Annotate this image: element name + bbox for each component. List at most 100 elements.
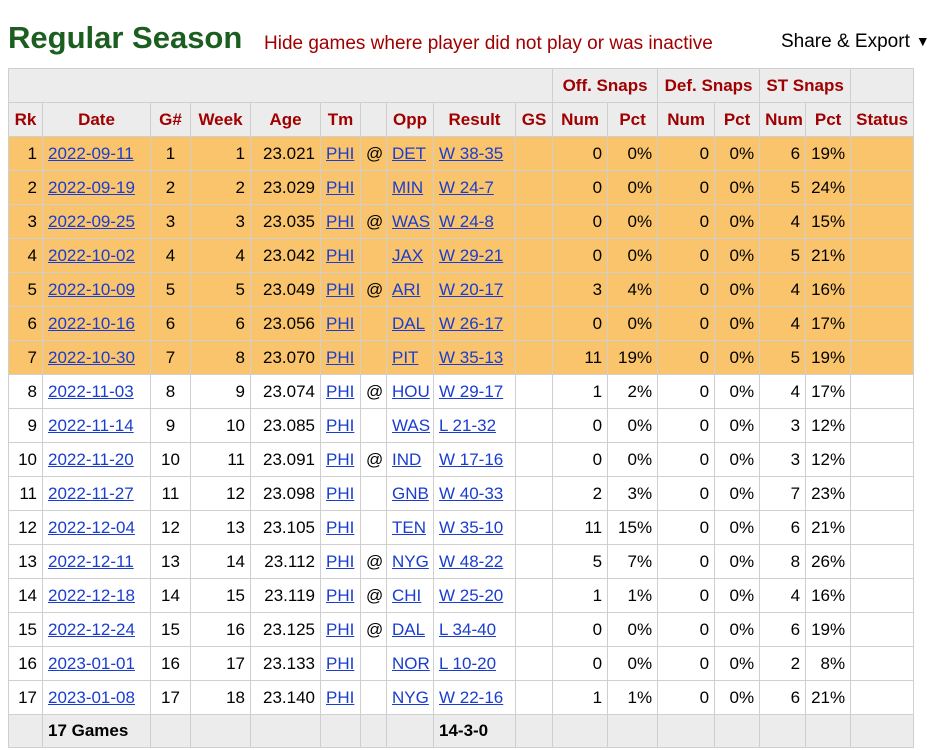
result-link[interactable]: W 24-8 [439, 211, 494, 231]
opp-link[interactable]: ARI [392, 279, 421, 299]
col-header-gs[interactable]: GS [514, 102, 554, 137]
result-link[interactable]: W 35-10 [439, 517, 504, 537]
tm-link[interactable]: PHI [326, 585, 355, 605]
col-header-week[interactable]: Week [190, 102, 251, 137]
opp-link[interactable]: WAS [392, 211, 431, 231]
hide-inactive-toggle[interactable]: Hide games where player did not play or … [264, 33, 713, 54]
opp-link[interactable]: HOU [392, 381, 430, 401]
tm-link[interactable]: PHI [326, 687, 355, 707]
cell-week: 16 [190, 612, 251, 647]
share-export-label: Share & Export [781, 31, 910, 52]
cell-at: @ [360, 442, 387, 477]
col-header-st-num[interactable]: Num [759, 102, 807, 137]
tm-link[interactable]: PHI [326, 245, 355, 265]
date-link[interactable]: 2022-09-25 [48, 211, 135, 231]
col-header-opp[interactable]: Opp [386, 102, 434, 137]
col-header-rk[interactable]: Rk [8, 102, 43, 137]
result-link[interactable]: W 48-22 [439, 551, 504, 571]
date-link[interactable]: 2022-11-27 [48, 483, 134, 503]
date-link[interactable]: 2022-12-24 [48, 619, 135, 639]
date-link[interactable]: 2022-12-04 [48, 517, 135, 537]
result-link[interactable]: W 20-17 [439, 279, 504, 299]
date-link[interactable]: 2022-10-30 [48, 347, 135, 367]
cell-at: @ [360, 136, 387, 171]
col-header-date[interactable]: Date [42, 102, 151, 137]
result-link[interactable]: W 29-17 [439, 381, 504, 401]
tm-link[interactable]: PHI [326, 483, 355, 503]
opp-link[interactable]: PIT [392, 347, 419, 367]
cell-st-pct: 12% [805, 408, 852, 443]
date-link[interactable]: 2022-09-19 [48, 177, 135, 197]
cell-age: 23.112 [250, 544, 321, 579]
col-header-def-pct[interactable]: Pct [714, 102, 761, 137]
tm-link[interactable]: PHI [326, 381, 355, 401]
opp-link[interactable]: CHI [392, 585, 422, 605]
result-link[interactable]: L 34-40 [439, 619, 497, 639]
opp-link[interactable]: IND [392, 449, 422, 469]
tm-link[interactable]: PHI [326, 551, 355, 571]
opp-link[interactable]: GNB [392, 483, 429, 503]
date-link[interactable]: 2022-12-18 [48, 585, 135, 605]
result-link[interactable]: W 17-16 [439, 449, 504, 469]
col-header-off-pct[interactable]: Pct [607, 102, 659, 137]
cell-g: 3 [150, 204, 191, 239]
date-link[interactable]: 2022-10-09 [48, 279, 135, 299]
tm-link[interactable]: PHI [326, 177, 355, 197]
date-link[interactable]: 2023-01-08 [48, 687, 135, 707]
share-export-menu[interactable]: Share & Export ▼ [781, 31, 930, 53]
tm-link[interactable]: PHI [326, 517, 355, 537]
col-header-age[interactable]: Age [250, 102, 321, 137]
col-header-status[interactable]: Status [850, 102, 915, 137]
cell-gs [514, 238, 554, 273]
date-link[interactable]: 2023-01-01 [48, 653, 135, 673]
opp-link[interactable]: DAL [392, 619, 426, 639]
tm-link[interactable]: PHI [326, 279, 355, 299]
cell-week: 3 [190, 204, 251, 239]
opp-link[interactable]: MIN [392, 177, 424, 197]
tm-link[interactable]: PHI [326, 449, 355, 469]
result-link[interactable]: W 26-17 [439, 313, 504, 333]
tm-link[interactable]: PHI [326, 619, 355, 639]
cell-tm: PHI [320, 170, 361, 205]
cell-g: 10 [150, 442, 191, 477]
date-link[interactable]: 2022-10-02 [48, 245, 135, 265]
result-link[interactable]: W 24-7 [439, 177, 494, 197]
opp-link[interactable]: WAS [392, 415, 431, 435]
tm-link[interactable]: PHI [326, 211, 355, 231]
opp-link[interactable]: DET [392, 143, 426, 163]
tm-link[interactable]: PHI [326, 143, 355, 163]
date-link[interactable]: 2022-10-16 [48, 313, 135, 333]
cell-off-num: 0 [552, 612, 609, 647]
col-header-def-num[interactable]: Num [657, 102, 716, 137]
opp-link[interactable]: NOR [392, 653, 430, 673]
tm-link[interactable]: PHI [326, 653, 355, 673]
opp-link[interactable]: JAX [392, 245, 424, 265]
date-link[interactable]: 2022-09-11 [48, 143, 134, 163]
result-link[interactable]: W 22-16 [439, 687, 504, 707]
result-link[interactable]: L 21-32 [439, 415, 497, 435]
date-link[interactable]: 2022-12-11 [48, 551, 134, 571]
opp-link[interactable]: NYG [392, 551, 429, 571]
date-link[interactable]: 2022-11-14 [48, 415, 134, 435]
opp-link[interactable]: DAL [392, 313, 426, 333]
col-header-g[interactable]: G# [150, 102, 191, 137]
result-link[interactable]: W 29-21 [439, 245, 504, 265]
tm-link[interactable]: PHI [326, 313, 355, 333]
col-header-result[interactable]: Result [433, 102, 516, 137]
result-link[interactable]: W 25-20 [439, 585, 504, 605]
date-link[interactable]: 2022-11-20 [48, 449, 134, 469]
result-link[interactable]: W 38-35 [439, 143, 504, 163]
cell-g: 17 [150, 680, 191, 715]
opp-link[interactable]: NYG [392, 687, 429, 707]
tm-link[interactable]: PHI [326, 347, 355, 367]
result-link[interactable]: W 40-33 [439, 483, 504, 503]
tm-link[interactable]: PHI [326, 415, 355, 435]
result-link[interactable]: W 35-13 [439, 347, 504, 367]
col-header-at[interactable] [360, 102, 387, 137]
col-header-off-num[interactable]: Num [552, 102, 609, 137]
date-link[interactable]: 2022-11-03 [48, 381, 134, 401]
col-header-tm[interactable]: Tm [320, 102, 361, 137]
col-header-st-pct[interactable]: Pct [805, 102, 852, 137]
opp-link[interactable]: TEN [392, 517, 426, 537]
result-link[interactable]: L 10-20 [439, 653, 497, 673]
